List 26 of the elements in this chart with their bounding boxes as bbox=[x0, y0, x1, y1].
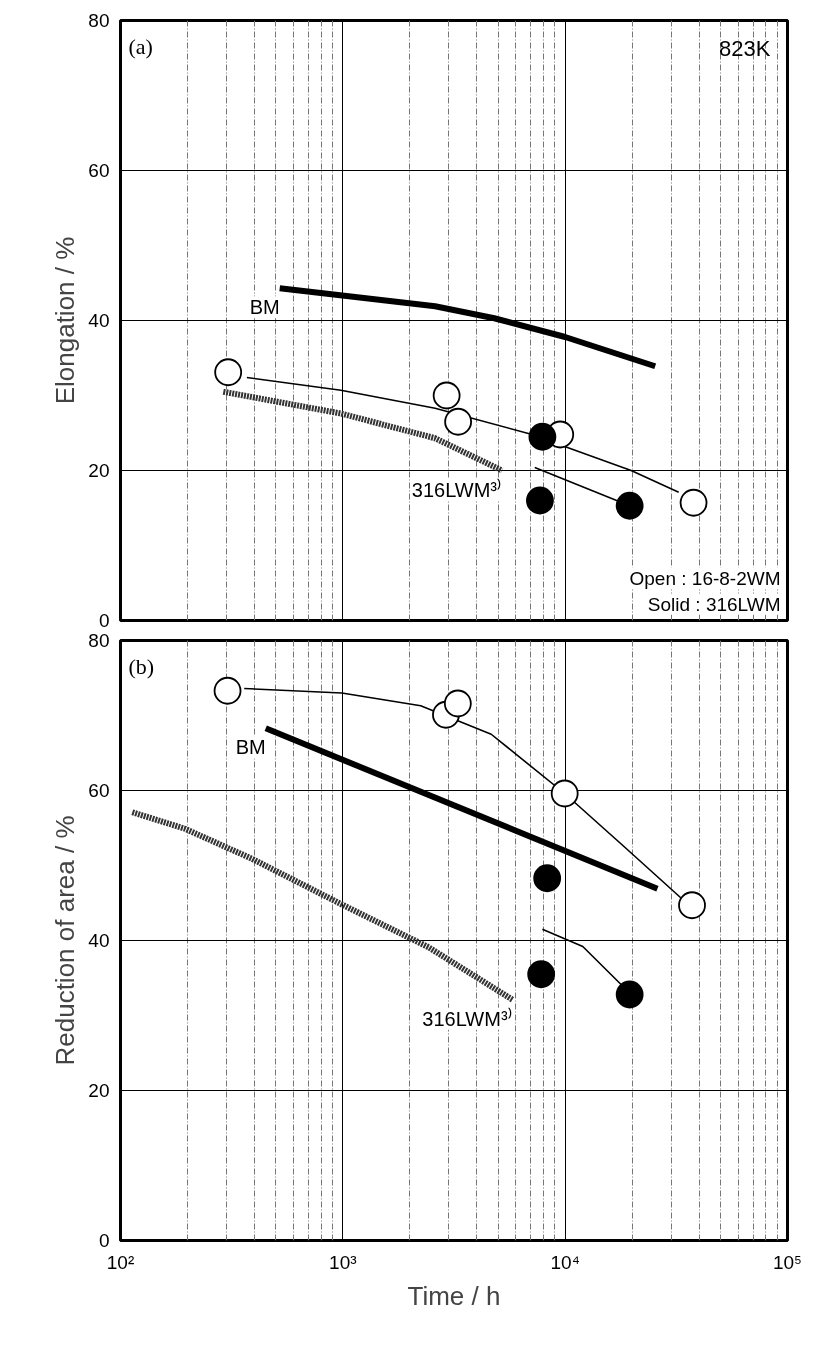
annotation: Solid : 316LWM bbox=[647, 593, 781, 615]
x-tick-label: 10² bbox=[106, 1251, 135, 1273]
annotation: (b) bbox=[128, 653, 155, 679]
y-tick-label: 80 bbox=[88, 10, 110, 31]
y-tick-label: 20 bbox=[88, 460, 110, 481]
x-axis-title: Time / h bbox=[407, 1280, 501, 1311]
y-tick-label: 60 bbox=[88, 780, 110, 801]
y-tick-label: 0 bbox=[98, 1230, 110, 1251]
y-tick-label: 20 bbox=[88, 1080, 110, 1101]
y-tick-label: 40 bbox=[88, 930, 110, 951]
y-axis-title: Elongation / % bbox=[50, 236, 81, 405]
series-label: BM bbox=[235, 736, 266, 759]
x-tick-label: 10⁴ bbox=[550, 1251, 580, 1273]
y-tick-label: 40 bbox=[88, 310, 110, 331]
y-tick-label: 60 bbox=[88, 160, 110, 181]
series-label: 316LWM³⁾ bbox=[422, 1006, 513, 1030]
annotation: 823K bbox=[719, 35, 771, 61]
y-axis-title: Reduction of area / % bbox=[50, 815, 81, 1066]
x-tick-label: 10³ bbox=[329, 1251, 357, 1273]
annotation: Open : 16-8-2WM bbox=[629, 567, 781, 589]
annotation: (a) bbox=[128, 33, 153, 59]
series-label: BM bbox=[249, 296, 280, 319]
series-label: 316LWM³⁾ bbox=[411, 477, 503, 501]
y-tick-label: 0 bbox=[98, 610, 110, 631]
y-tick-label: 80 bbox=[88, 630, 110, 651]
x-tick-label: 10⁵ bbox=[772, 1251, 803, 1273]
